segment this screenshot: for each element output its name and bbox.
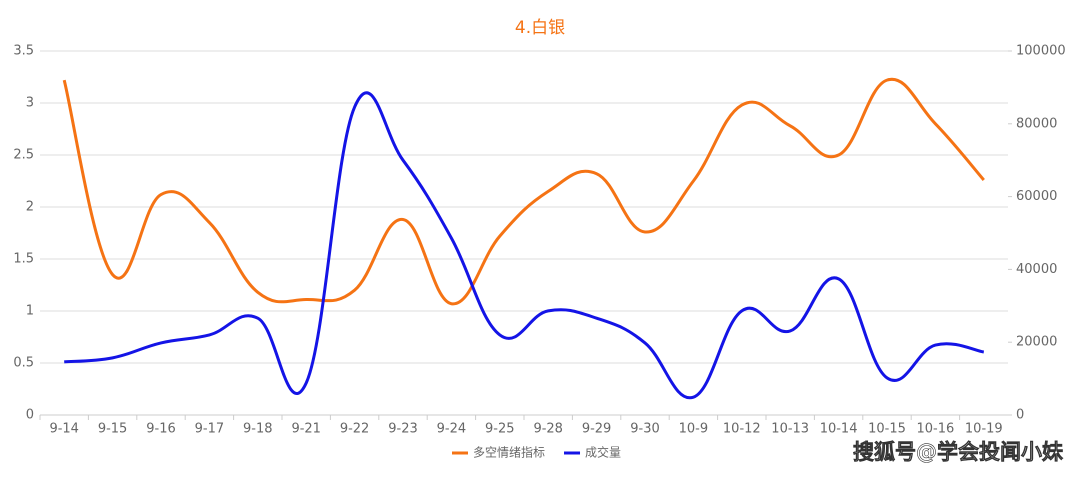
x-tick-label: 9-28 <box>533 422 563 437</box>
series-line <box>62 77 985 306</box>
x-tick-label: 9-24 <box>437 422 467 437</box>
x-tick-label: 9-18 <box>243 422 273 437</box>
y-tick-label: 1 <box>26 304 34 319</box>
series-line <box>64 91 985 400</box>
x-tick-label: 9-17 <box>195 422 225 437</box>
y-tick-label: 1.5 <box>13 252 34 267</box>
x-tick-label: 9-16 <box>146 422 176 437</box>
x-tick-label: 10-19 <box>965 422 1003 437</box>
x-tick-label: 10-15 <box>868 422 906 437</box>
watermark: 搜狐号@学会投闻小妹 <box>853 440 1064 464</box>
x-tick-label: 9-25 <box>485 422 515 437</box>
y2-tick-label: 0 <box>1016 408 1024 423</box>
x-tick-label: 9-22 <box>340 422 370 437</box>
y-tick-label: 2.5 <box>13 148 34 163</box>
y-tick-label: 3.5 <box>13 44 34 59</box>
x-tick-label: 9-15 <box>98 422 128 437</box>
x-tick-label: 10-12 <box>723 422 761 437</box>
y2-tick-label: 100000 <box>1016 44 1066 59</box>
x-tick-label: 10-14 <box>820 422 858 437</box>
y-tick-label: 0.5 <box>13 356 34 371</box>
legend-label: 多空情绪指标 <box>473 445 545 460</box>
x-tick-label: 9-21 <box>291 422 321 437</box>
x-tick-label: 9-14 <box>49 422 79 437</box>
legend-label: 成交量 <box>585 445 621 460</box>
y2-tick-label: 60000 <box>1016 189 1057 204</box>
x-tick-label: 9-29 <box>582 422 612 437</box>
y-tick-label: 2 <box>26 200 34 215</box>
y2-tick-label: 80000 <box>1016 116 1057 131</box>
x-tick-label: 9-30 <box>630 422 660 437</box>
y-tick-label: 0 <box>26 408 34 423</box>
x-tick-label: 9-23 <box>388 422 418 437</box>
chart-title: 4.白银 <box>515 18 565 38</box>
x-tick-label: 10-16 <box>917 422 955 437</box>
y2-tick-label: 40000 <box>1016 262 1057 277</box>
y2-tick-label: 20000 <box>1016 335 1057 350</box>
y-tick-label: 3 <box>26 96 34 111</box>
x-tick-label: 10-13 <box>771 422 809 437</box>
x-tick-label: 10-9 <box>679 422 709 437</box>
